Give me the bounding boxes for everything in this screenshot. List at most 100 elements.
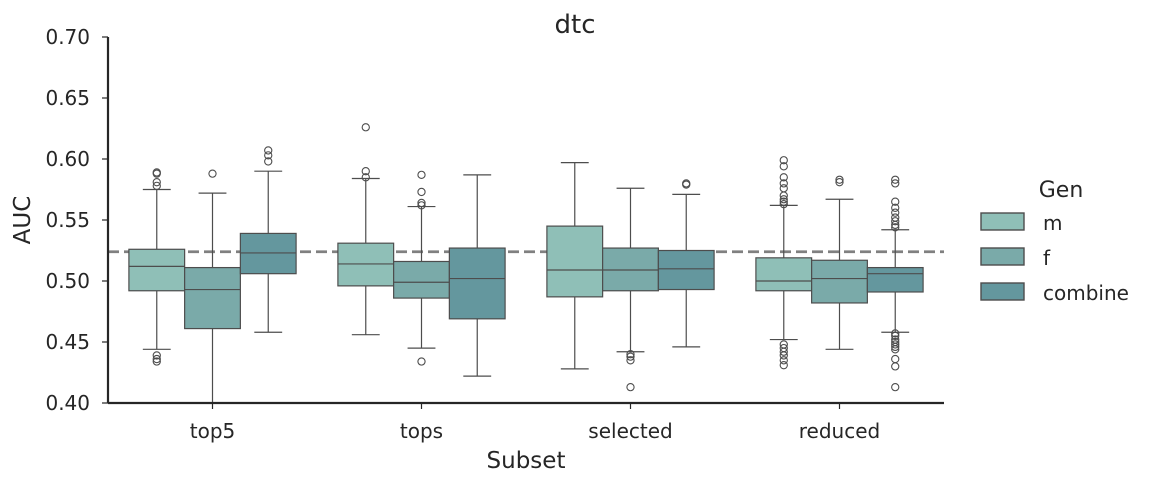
outlier-point: [361, 123, 370, 132]
box-m-top5: [128, 168, 186, 366]
outlier-point: [891, 382, 900, 392]
outlier-point: [891, 203, 900, 212]
box-f-tops: [393, 170, 450, 366]
outlier-point: [779, 184, 788, 193]
outlier-point: [891, 354, 900, 364]
outlier-point: [361, 173, 370, 182]
outlier-point: [779, 156, 788, 165]
outlier-point: [626, 352, 635, 361]
y-tick-label: 0.60: [45, 147, 90, 171]
outlier-point: [779, 179, 788, 188]
x-tick-label: top5: [190, 419, 236, 443]
box-iqr: [602, 247, 659, 292]
box-iqr: [128, 248, 186, 292]
outlier-point: [626, 356, 635, 365]
outlier-point: [208, 169, 217, 178]
outlier-point: [891, 208, 900, 217]
legend-item-f: f: [980, 246, 1051, 270]
box-m-reduced: [755, 156, 813, 370]
box-m-tops: [337, 123, 395, 336]
box-iqr: [239, 232, 297, 275]
y-axis-label: AUC: [10, 196, 36, 245]
legend-item-combine: combine: [980, 281, 1129, 305]
x-axis-label: Subset: [487, 448, 566, 474]
outlier-point: [779, 361, 788, 370]
y-tick-label: 0.40: [45, 391, 90, 415]
outlier-point: [891, 340, 900, 349]
outlier-point: [264, 157, 273, 166]
legend-swatch: [980, 282, 1025, 301]
box-combine-selected: [657, 179, 715, 348]
box-iqr: [755, 257, 813, 292]
outlier-point: [779, 195, 788, 204]
box-iqr: [811, 259, 868, 304]
outlier-point: [152, 178, 161, 187]
legend-label: m: [1043, 211, 1062, 235]
y-tick-label: 0.65: [45, 86, 90, 110]
outlier-point: [779, 343, 788, 353]
outlier-point: [779, 162, 788, 171]
outlier-point: [152, 354, 161, 364]
outlier-point: [891, 335, 900, 344]
box-iqr: [657, 249, 715, 291]
box-f-reduced: [811, 175, 868, 350]
outlier-point: [361, 167, 370, 176]
y-tick-label: 0.55: [45, 208, 90, 232]
outlier-point: [417, 187, 426, 197]
outlier-point: [152, 357, 161, 366]
plot-area: 0.40 0.45 0.50 0.55 0.60 0.65 0.70 top5 tops sele…: [45, 25, 944, 443]
outlier-point: [417, 198, 426, 208]
outlier-point: [779, 199, 788, 209]
box-iqr: [448, 247, 506, 320]
outlier-point: [417, 357, 426, 366]
outlier-point: [264, 151, 273, 160]
legend-label: f: [1043, 246, 1051, 270]
outlier-point: [417, 170, 426, 180]
outlier-point: [835, 178, 844, 187]
box-combine-tops: [448, 174, 506, 377]
box-f-selected: [602, 187, 659, 392]
outlier-point: [891, 217, 900, 226]
box-combine-reduced: [866, 175, 924, 392]
outlier-point: [152, 181, 161, 190]
box-iqr: [546, 225, 604, 298]
y-tick-label: 0.45: [45, 330, 90, 354]
outlier-point: [891, 331, 900, 341]
legend: Gen mf combine: [980, 178, 1129, 305]
outlier-point: [891, 329, 900, 338]
outlier-point: [779, 340, 788, 349]
legend-label: combine: [1043, 281, 1129, 305]
box-f-top5: [184, 169, 241, 404]
outlier-point: [264, 146, 273, 155]
outlier-point: [779, 356, 788, 365]
legend-title: Gen: [1039, 178, 1084, 203]
outlier-point: [891, 362, 900, 371]
outlier-point: [152, 168, 161, 177]
box-m-selected: [546, 162, 604, 370]
legend-swatch: [980, 212, 1025, 231]
y-tick-label: 0.50: [45, 269, 90, 293]
y-tick-label: 0.70: [45, 25, 90, 49]
outlier-point: [779, 173, 788, 182]
legend-swatch: [980, 247, 1025, 266]
outlier-point: [891, 197, 900, 206]
x-tick-label: selected: [588, 419, 672, 443]
outlier-point: [626, 382, 635, 392]
outlier-point: [682, 179, 691, 188]
outlier-point: [891, 223, 900, 232]
x-tick-label: tops: [400, 419, 443, 443]
outlier-point: [891, 213, 900, 222]
legend-item-m: m: [980, 211, 1062, 235]
outlier-point: [891, 179, 900, 188]
outlier-point: [152, 351, 161, 360]
outlier-point: [891, 337, 900, 347]
box-iqr: [337, 242, 395, 287]
outlier-point: [891, 175, 900, 184]
chart-title: dtc: [555, 10, 596, 40]
box-iqr: [866, 266, 924, 293]
box-iqr: [184, 266, 241, 330]
outlier-point: [835, 175, 844, 184]
x-tick-label: reduced: [799, 419, 880, 443]
outlier-point: [779, 197, 788, 206]
